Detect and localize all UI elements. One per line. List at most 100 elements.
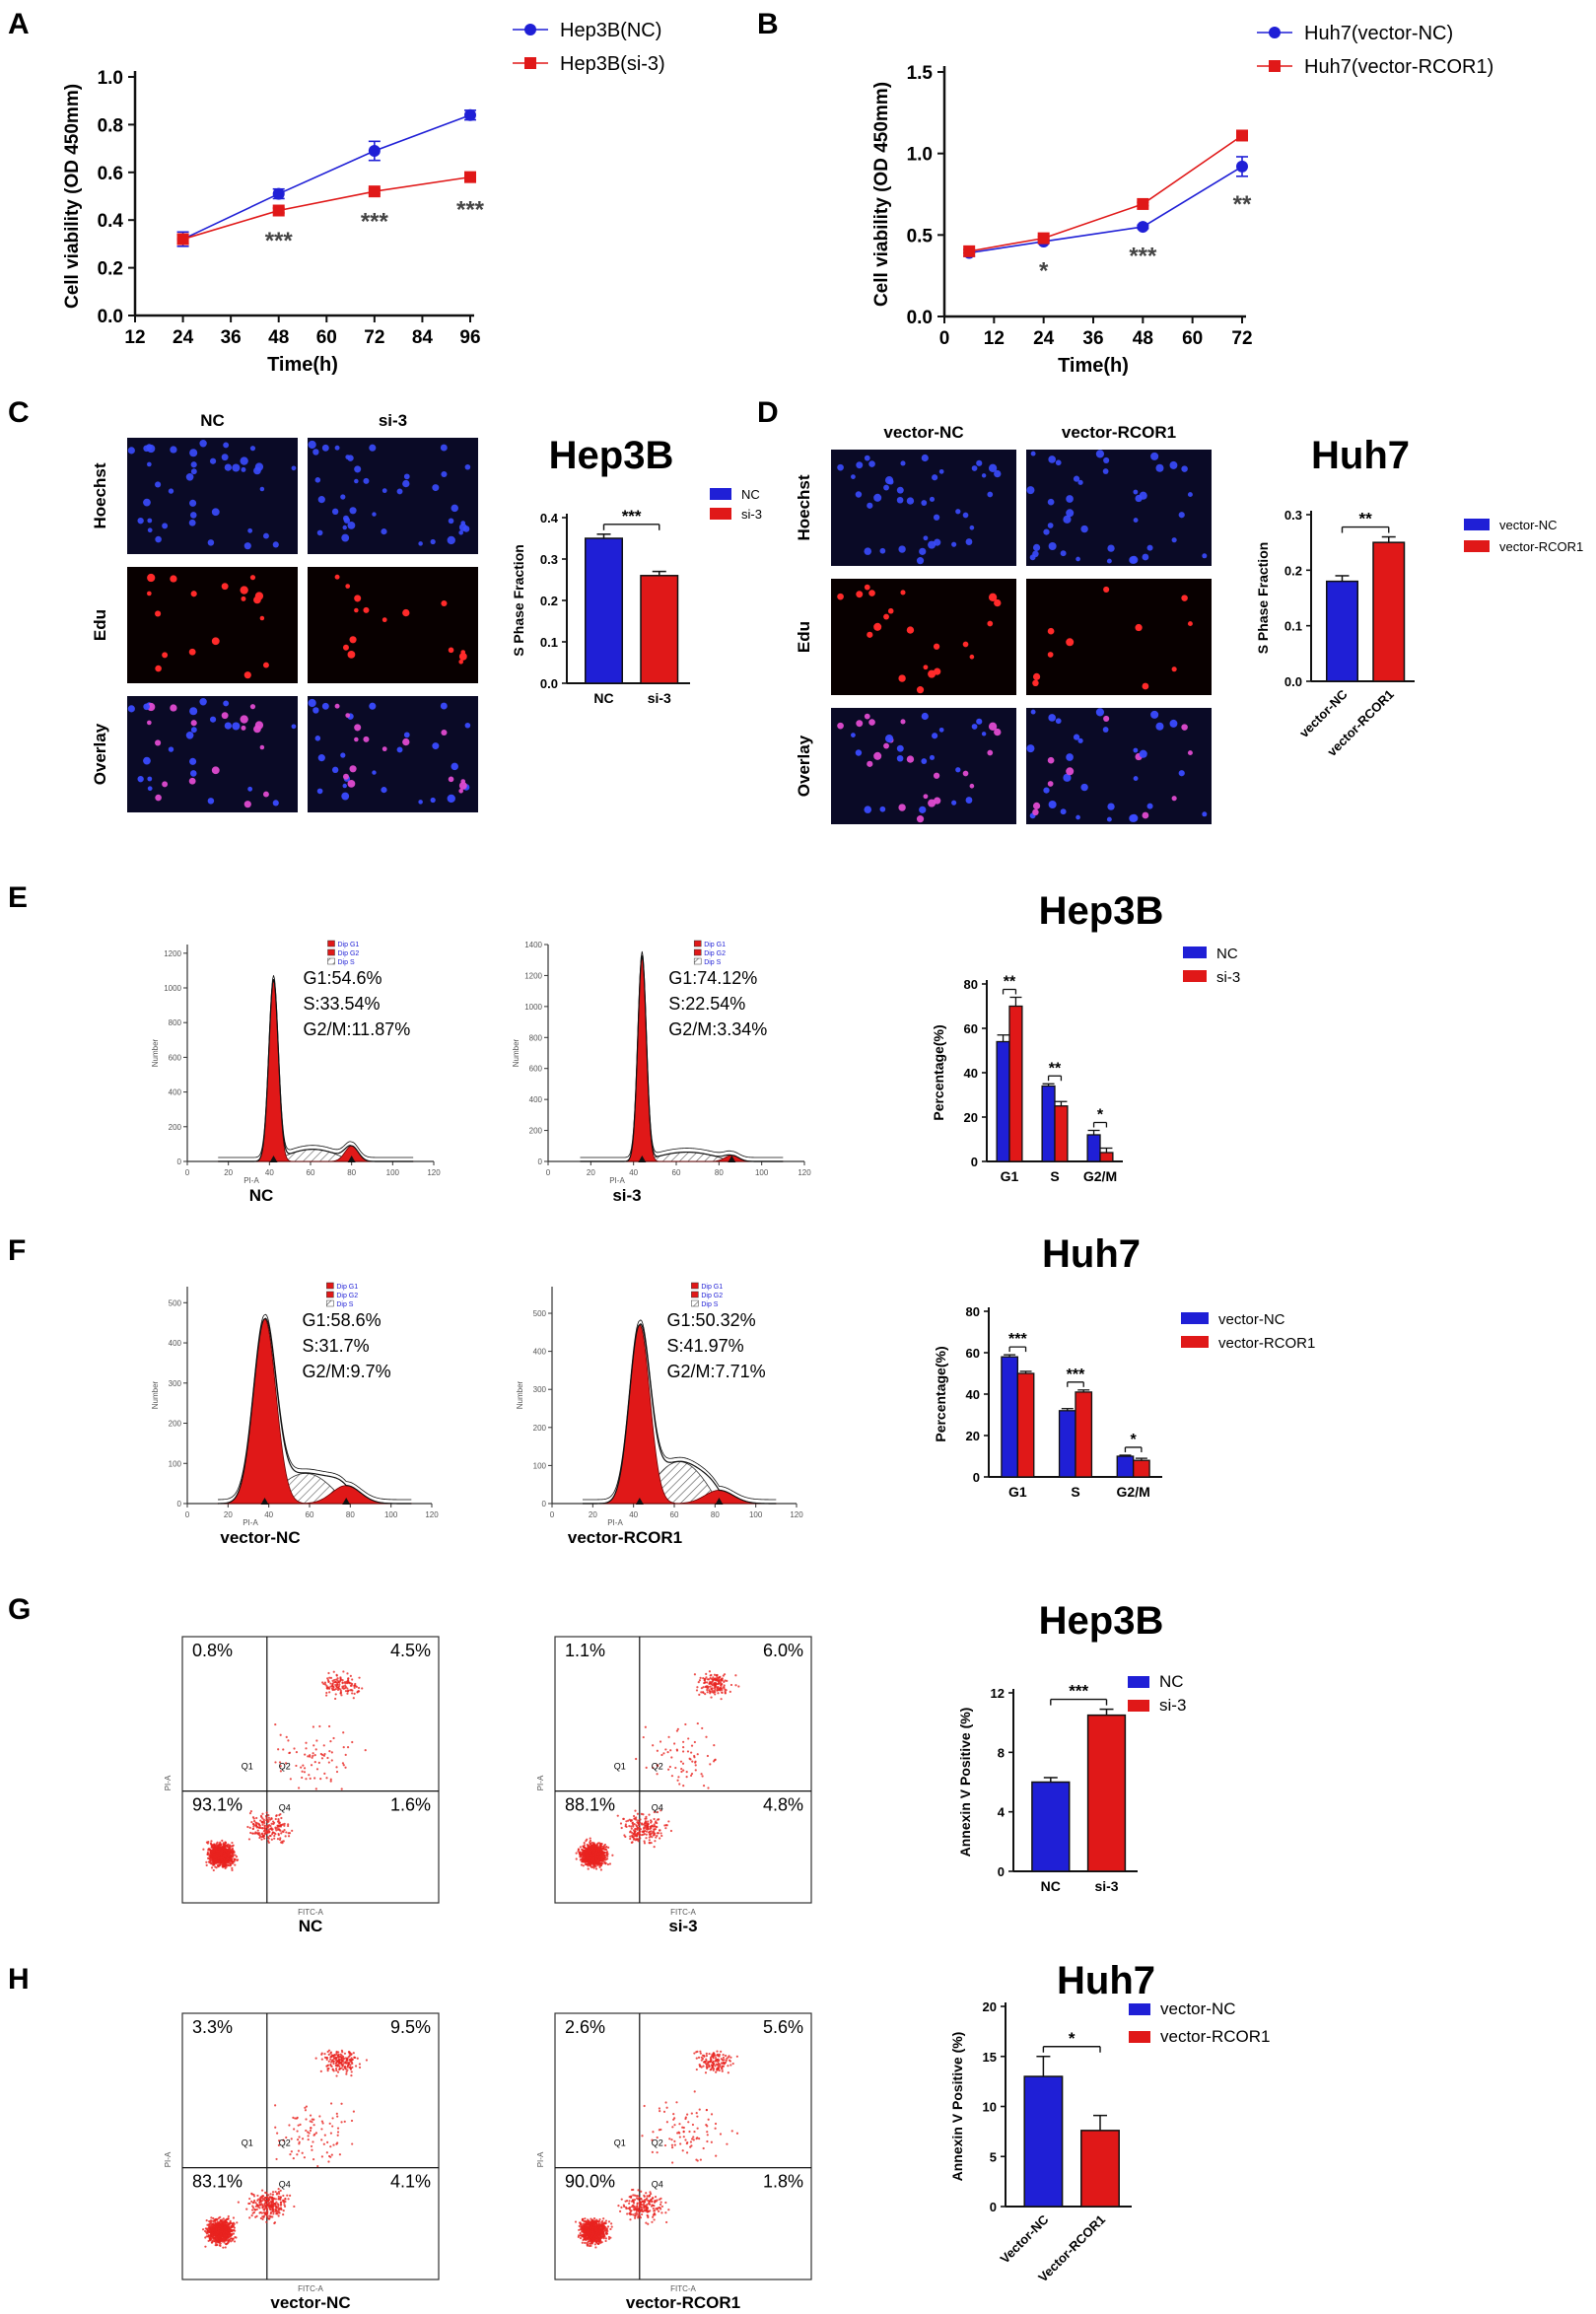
event-dot: [598, 1865, 601, 1868]
nucleus-dot: [1055, 459, 1062, 466]
event-dot: [215, 2244, 218, 2247]
event-dot: [301, 2151, 304, 2154]
event-dot: [726, 1679, 729, 1682]
y-tick-label: 600: [529, 1065, 543, 1074]
overlay-dot: [241, 725, 246, 731]
bar: [640, 575, 679, 684]
event-dot: [234, 1863, 237, 1866]
nucleus-dot: [240, 456, 248, 465]
overlay-dot: [988, 722, 998, 731]
fit-outline: [583, 1323, 777, 1505]
edu-dot: [170, 575, 177, 583]
event-dot: [232, 1856, 235, 1858]
event-dot: [279, 1733, 282, 1736]
gate-label: Q1: [614, 1762, 626, 1772]
overlay-dot: [321, 702, 329, 710]
legend-label: NC: [741, 487, 760, 502]
legend-swatch: [693, 948, 702, 956]
event-dot: [667, 1768, 670, 1771]
nucleus-dot: [1178, 512, 1185, 519]
event-dot: [720, 1698, 723, 1701]
event-dot: [322, 1744, 325, 1747]
overlay-dot: [403, 732, 410, 738]
edu-dot: [448, 647, 454, 654]
event-dot: [650, 1821, 653, 1824]
overlay-dot: [868, 719, 875, 726]
y-tick-label: 0.2: [540, 594, 558, 608]
event-dot: [333, 1678, 336, 1682]
event-dot: [278, 2192, 281, 2195]
overlay-dot: [1150, 710, 1159, 719]
event-dot: [710, 1696, 713, 1699]
event-dot: [276, 2203, 279, 2206]
event-dot: [350, 2070, 353, 2073]
event-dot: [301, 2138, 305, 2140]
micrograph-image: [127, 438, 298, 554]
event-dot: [585, 1840, 588, 1843]
bar: [1016, 1372, 1035, 1478]
x-tick-label: 48: [1133, 328, 1153, 349]
event-dot: [667, 1820, 670, 1823]
event-dot: [717, 1692, 720, 1695]
nucleus-dot: [919, 547, 927, 555]
x-tick-label: 84: [412, 327, 434, 348]
event-dot: [631, 1822, 634, 1825]
event-dot: [323, 1752, 326, 1756]
event-dot: [592, 1864, 596, 1867]
event-dot: [327, 1761, 330, 1764]
phase-percentage: G1:74.12%: [668, 968, 757, 988]
y-tick-label: 1200: [524, 971, 542, 980]
event-dot: [584, 1862, 588, 1866]
event-dot: [314, 2057, 317, 2060]
event-dot: [344, 1682, 347, 1685]
event-dot: [635, 1757, 638, 1761]
event-dot: [335, 2053, 338, 2056]
overlay-dot: [1202, 811, 1208, 817]
event-dot: [227, 2214, 230, 2218]
legend-swatch: [1128, 1676, 1149, 1688]
event-dot: [220, 1852, 223, 1855]
event-dot: [590, 1857, 592, 1859]
x-tick-label: 20: [224, 1510, 233, 1519]
event-dot: [669, 1829, 673, 1833]
edu-dot: [994, 598, 1002, 607]
event-dot: [695, 1689, 699, 1692]
event-dot: [255, 1816, 258, 1820]
legend-swatch: [326, 1299, 334, 1307]
nucleus-dot: [1066, 509, 1075, 518]
micrograph-image: [127, 696, 298, 812]
event-dot: [329, 1780, 332, 1783]
y-tick-label: 1400: [524, 941, 542, 949]
x-tick-label: 24: [173, 327, 194, 348]
event-dot: [681, 1762, 685, 1765]
nucleus-dot: [331, 508, 339, 516]
event-dot: [664, 1827, 667, 1830]
event-dot: [344, 1690, 348, 1693]
event-dot: [233, 2240, 237, 2243]
event-dot: [209, 1861, 213, 1865]
event-dot: [589, 1846, 591, 1849]
event-dot: [332, 2069, 335, 2072]
overlay-dot: [458, 788, 463, 794]
event-dot: [212, 2216, 215, 2220]
event-dot: [225, 1857, 228, 1859]
y-tick-label: 200: [169, 1420, 182, 1429]
event-dot: [300, 1766, 303, 1769]
peak-marker: [347, 1156, 356, 1162]
event-dot: [220, 1849, 224, 1853]
event-dot: [328, 1750, 331, 1753]
legend-swatch: [710, 488, 731, 500]
y-tick-label: 4: [998, 1805, 1006, 1820]
nucleus-dot: [314, 477, 321, 483]
data-point: [368, 185, 381, 198]
event-dot: [685, 1776, 688, 1779]
event-dot: [267, 1816, 270, 1819]
nucleus-dot: [1063, 515, 1072, 524]
overlay-dot: [837, 722, 844, 730]
overlay-dot: [316, 788, 323, 795]
x-tick-label: NC: [1041, 1878, 1061, 1894]
overlay-dot: [199, 698, 207, 706]
data-point: [272, 187, 285, 200]
